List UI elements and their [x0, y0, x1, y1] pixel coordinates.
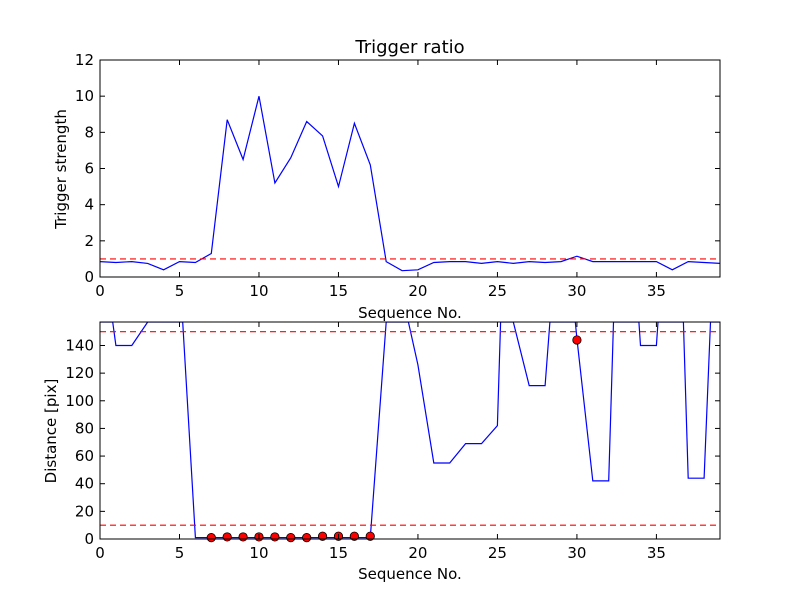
bottom-data-point — [222, 532, 232, 542]
top-x-tick-label: 10 — [249, 282, 268, 300]
top-x-tick-label: 30 — [567, 282, 586, 300]
top-x-tick-label: 35 — [647, 282, 666, 300]
bottom-data-point — [286, 533, 296, 543]
bottom-data-point — [206, 533, 216, 543]
top-y-tick-label: 8 — [84, 123, 94, 141]
bottom-data-point — [349, 531, 359, 541]
top-y-axis-label: Trigger strength — [52, 109, 70, 230]
bottom-y-tick-label: 140 — [65, 336, 94, 354]
bottom-y-tick-label: 60 — [75, 447, 94, 465]
bottom-y-tick-label: 20 — [75, 502, 94, 520]
bottom-subplot: Sequence No. Distance [pix] 0 5 10 15 20 25 30… — [42, 321, 721, 583]
top-y-tick-label: 0 — [84, 268, 94, 286]
bottom-plot-area — [100, 322, 720, 539]
bottom-x-tick-label: 15 — [329, 544, 348, 562]
bottom-x-axis-label: Sequence No. — [358, 565, 462, 583]
bottom-data-point — [317, 531, 328, 541]
bottom-y-tick-label: 100 — [65, 392, 94, 410]
bottom-x-tick-label: 5 — [175, 544, 185, 562]
bottom-x-tick-label: 35 — [647, 544, 666, 562]
bottom-y-axis-label: Distance [pix] — [42, 379, 60, 484]
top-subplot: Trigger ratio Sequence No. Trigger stren… — [52, 37, 721, 322]
bottom-y-tick-label: 40 — [75, 475, 94, 493]
top-y-tick-label: 2 — [84, 232, 94, 250]
bottom-x-tick-label: 0 — [95, 544, 105, 562]
top-y-tick-label: 10 — [75, 87, 94, 105]
bottom-x-tick-label: 25 — [488, 544, 507, 562]
top-x-tick-label: 15 — [329, 282, 348, 300]
bottom-data-point — [302, 533, 312, 543]
bottom-axes-frame — [99, 321, 721, 540]
bottom-x-tick-label: 30 — [567, 544, 586, 562]
top-x-tick-label: 20 — [408, 282, 427, 300]
top-x-axis-label: Sequence No. — [358, 304, 462, 322]
top-y-tick-label: 12 — [75, 51, 94, 69]
bottom-x-tick-label: 10 — [249, 544, 268, 562]
top-y-tick-label: 4 — [84, 196, 94, 214]
bottom-y-tick-label: 80 — [75, 419, 94, 437]
bottom-y-tick-label: 120 — [65, 364, 94, 382]
top-chart-title: Trigger ratio — [354, 37, 464, 58]
bottom-x-tick-label: 20 — [408, 544, 427, 562]
top-series-line-0 — [100, 96, 720, 272]
top-x-tick-label: 0 — [95, 282, 105, 300]
bottom-data-point — [572, 335, 582, 345]
top-x-tick-label: 5 — [175, 282, 185, 300]
bottom-data-point — [238, 532, 248, 542]
bottom-data-point — [270, 532, 280, 542]
bottom-data-point — [365, 531, 375, 541]
top-plot-area — [100, 96, 720, 272]
bottom-y-tick-label: 0 — [84, 530, 94, 548]
bottom-series-line-0 — [100, 322, 720, 539]
top-x-tick-label: 25 — [488, 282, 507, 300]
top-y-tick-label: 6 — [84, 160, 94, 178]
